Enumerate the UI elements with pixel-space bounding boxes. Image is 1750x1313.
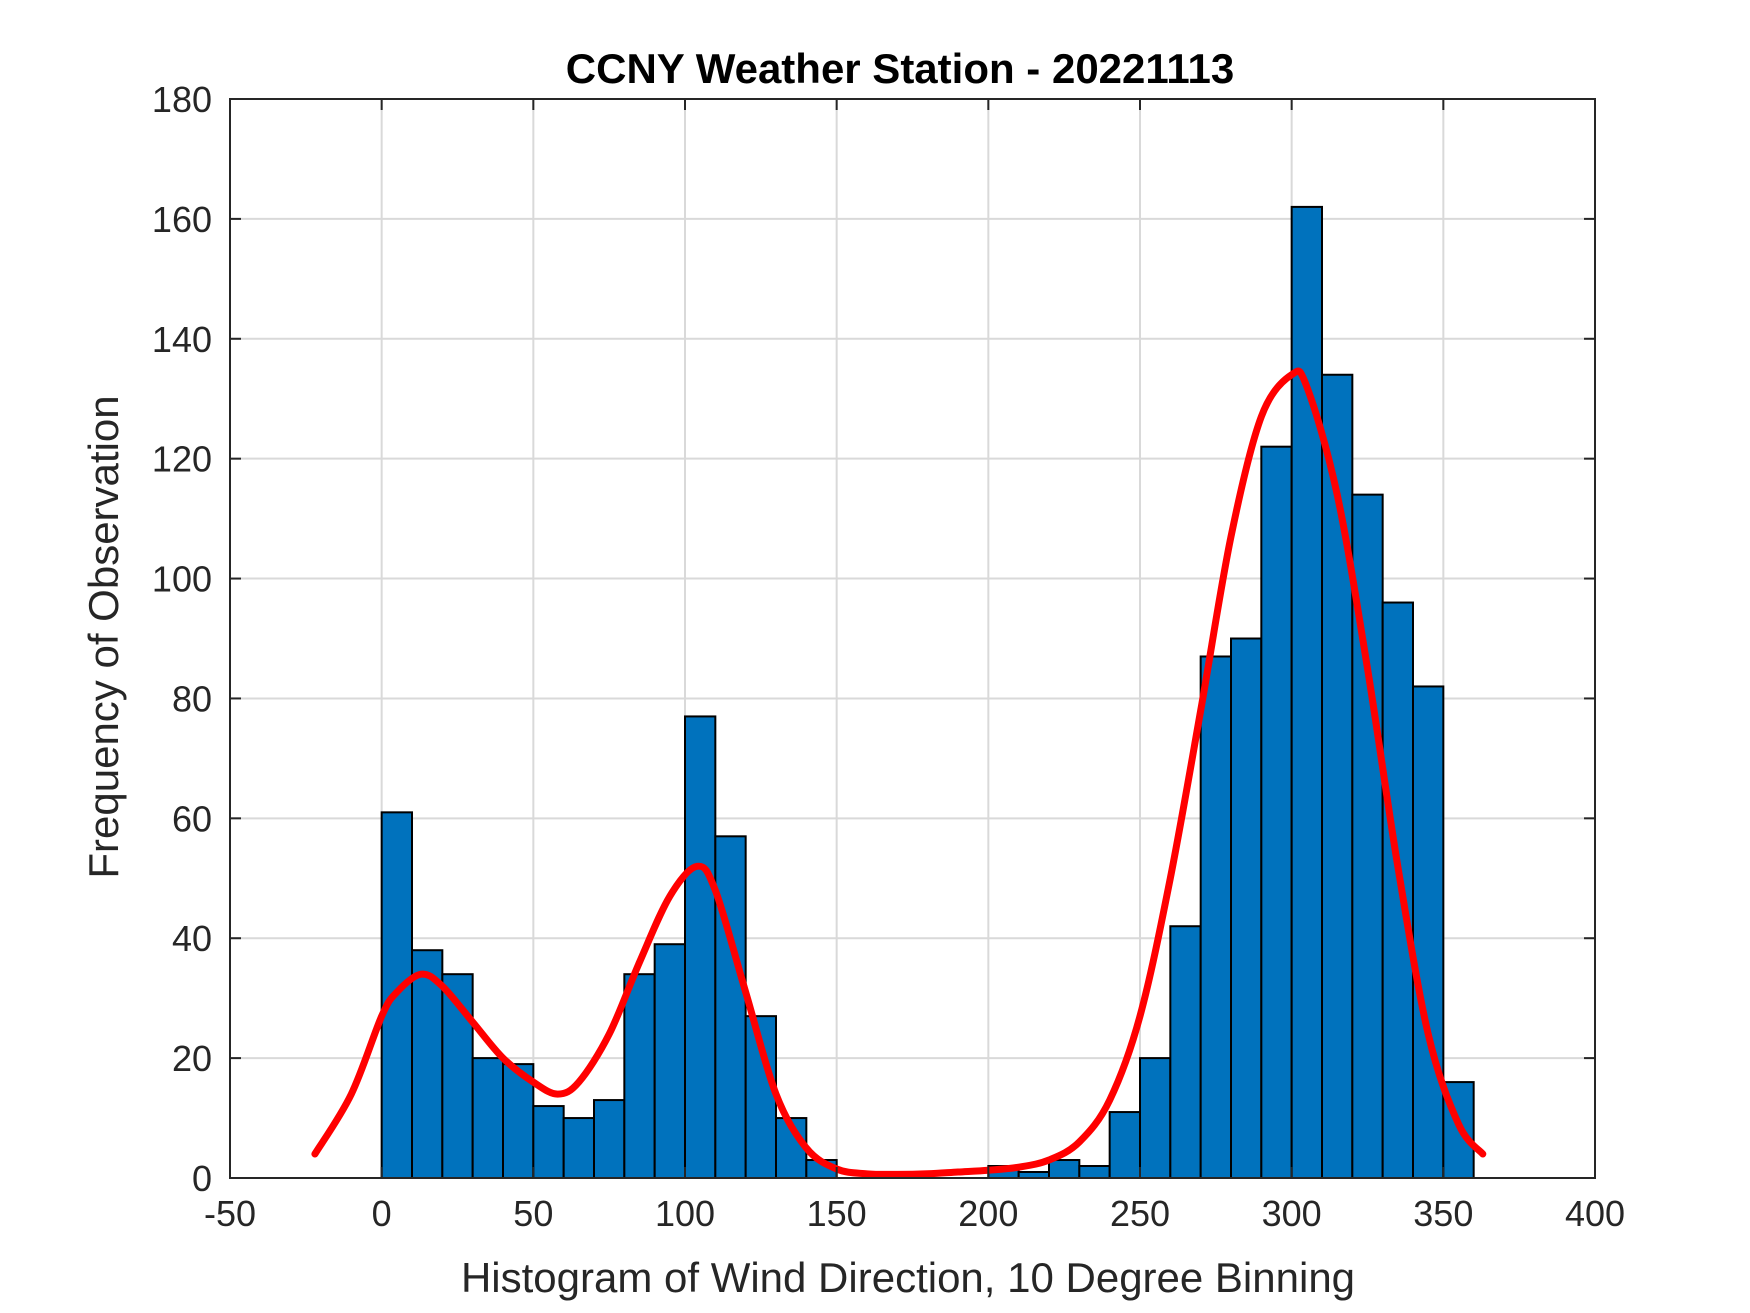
histogram-bar xyxy=(1169,925,1202,1179)
y-tick-label: 140 xyxy=(152,319,212,360)
histogram-bar xyxy=(684,715,717,1180)
histogram-bar xyxy=(1230,637,1263,1179)
plot-frame xyxy=(229,98,1596,1179)
x-tick-label: 350 xyxy=(1413,1193,1473,1234)
y-tick-label: 160 xyxy=(152,199,212,240)
histogram-bar xyxy=(623,973,656,1180)
y-tick-label: 20 xyxy=(172,1038,212,1079)
y-tick-label: 80 xyxy=(172,678,212,719)
x-axis-label: Histogram of Wind Direction, 10 Degree B… xyxy=(461,1254,1355,1301)
y-axis-label: Frequency of Observation xyxy=(80,395,127,878)
histogram-bar xyxy=(1108,1111,1141,1180)
histogram-bar xyxy=(1139,1057,1172,1179)
chart-title: CCNY Weather Station - 20221113 xyxy=(566,45,1234,92)
histogram-bar xyxy=(1290,205,1323,1179)
histogram-bar xyxy=(593,1099,626,1180)
fit-curve xyxy=(311,367,1487,1178)
x-tick-label: 200 xyxy=(958,1193,1018,1234)
histogram-bar xyxy=(714,835,747,1179)
y-tick-label: 40 xyxy=(172,918,212,959)
x-tick-label: 100 xyxy=(655,1193,715,1234)
histogram-bar xyxy=(653,943,687,1180)
histogram-bar xyxy=(1412,685,1445,1179)
histogram-bar xyxy=(532,1105,565,1179)
x-tick-label: 300 xyxy=(1262,1193,1322,1234)
histogram-bar xyxy=(562,1117,596,1179)
histogram-bar xyxy=(1078,1165,1111,1179)
x-tick-label: -50 xyxy=(204,1193,256,1234)
x-tick-label: 0 xyxy=(372,1193,392,1234)
x-tick-label: 150 xyxy=(807,1193,867,1234)
y-tick-labels: 0 20 40 60 80 100 120 140 160 180 xyxy=(152,79,212,1199)
x-tick-label: 50 xyxy=(513,1193,553,1234)
x-tick-label: 250 xyxy=(1110,1193,1170,1234)
y-tick-label: 120 xyxy=(152,439,212,480)
x-tick-label: 400 xyxy=(1565,1193,1625,1234)
histogram-bar xyxy=(1381,601,1414,1179)
histogram-bar xyxy=(1199,655,1232,1179)
y-tick-label: 0 xyxy=(192,1158,212,1199)
y-tick-label: 60 xyxy=(172,798,212,839)
y-tick-label: 100 xyxy=(152,559,212,600)
histogram-bar xyxy=(1048,1159,1081,1180)
y-tick-label: 180 xyxy=(152,79,212,120)
x-tick-labels: -50 0 50 100 150 200 250 300 350 400 xyxy=(204,1193,1625,1234)
histogram-bar xyxy=(1260,445,1293,1179)
histogram-bar xyxy=(471,1057,504,1179)
